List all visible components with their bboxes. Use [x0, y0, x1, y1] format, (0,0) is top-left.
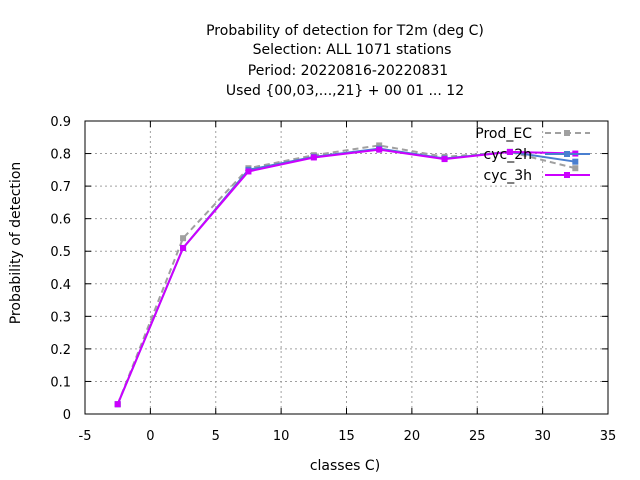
series-line-prod-ec: [116, 144, 576, 405]
x-tick-label: 20: [404, 429, 421, 444]
y-tick-label: 0.6: [50, 213, 71, 228]
chart-title-line-2: Selection: ALL 1071 stations: [253, 42, 452, 58]
legend-marker: [564, 151, 570, 157]
chart-title-line-1: Probability of detection for T2m (deg C): [206, 23, 484, 39]
data-point: [441, 156, 448, 163]
y-tick-label: 0.3: [50, 310, 71, 325]
data-point: [376, 142, 383, 149]
y-tick-label: 0.8: [50, 148, 71, 163]
data-point: [572, 165, 579, 172]
legend-label: Prod_EC: [475, 126, 532, 142]
y-tick-label: 0.2: [50, 343, 71, 358]
y-tick-label: 0.4: [50, 278, 71, 293]
data-point: [180, 244, 187, 251]
plot-frame: [84, 120, 609, 415]
x-tick-label: 25: [469, 429, 486, 444]
legend-label: cyc_3h: [484, 168, 532, 184]
axis-ticks: 0 0.1 0.2 0.3 0.4 0.5 0.6 0.7 0.8 0.9 -5 0 5 10 15 20 25…: [50, 115, 616, 444]
y-tick-label: 0.5: [50, 245, 71, 260]
x-tick-label: 5: [212, 429, 220, 444]
series-line-cyc-3h: [116, 148, 576, 405]
x-tick-label: 35: [600, 429, 617, 444]
x-axis-label: classes C): [310, 458, 380, 474]
data-point: [310, 154, 317, 161]
y-tick-label: 0.9: [50, 115, 71, 130]
chart-title-line-3: Period: 20220816-20220831: [248, 63, 448, 79]
data-point: [114, 401, 121, 408]
x-tick-label: 10: [273, 429, 290, 444]
y-tick-label: 0.7: [50, 180, 71, 195]
x-tick-label: -5: [79, 429, 92, 444]
data-point: [245, 168, 252, 175]
legend-marker: [564, 130, 570, 136]
y-axis-label: Probability of detection: [8, 162, 24, 325]
data-point: [180, 235, 187, 242]
legend-label: cyc_2h: [484, 147, 532, 163]
y-tick-label: 0.1: [50, 375, 71, 390]
legend-marker: [564, 172, 570, 178]
x-tick-label: 15: [338, 429, 355, 444]
x-tick-label: 0: [146, 429, 154, 444]
data-point: [572, 158, 579, 165]
data-point: [506, 148, 513, 155]
grid: [85, 121, 608, 414]
chart-title-line-4: Used {00,03,...,21} + 00 01 ... 12: [226, 83, 464, 99]
data-point: [376, 146, 383, 153]
legend: Prod_EC cyc_2h cyc_3h: [475, 126, 590, 184]
x-tick-label: 30: [534, 429, 551, 444]
y-tick-label: 0: [63, 408, 71, 423]
